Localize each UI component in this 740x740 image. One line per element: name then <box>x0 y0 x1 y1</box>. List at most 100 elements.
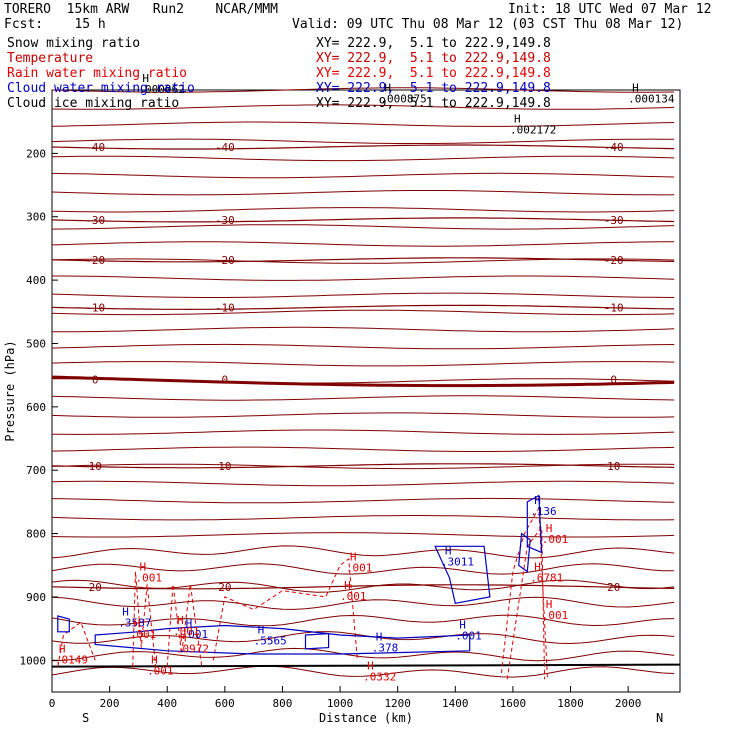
rain-contour <box>500 506 548 680</box>
isotherm-line <box>51 361 675 367</box>
isotherm-line <box>51 172 675 179</box>
x-tick-label: 1400 <box>442 697 469 710</box>
isotherm-line <box>51 207 675 213</box>
isotherm-line <box>51 480 675 487</box>
x-tick-label: 600 <box>215 697 235 710</box>
south-label: S <box>82 711 89 725</box>
x-tick-label: 1600 <box>500 697 527 710</box>
isotherm-label: -30 <box>215 214 235 227</box>
isotherm-labeled <box>51 584 675 590</box>
cloud-water-label: .001 <box>182 628 209 641</box>
cloud-water-label-max-marker: H <box>186 617 193 630</box>
isotherm-line <box>51 497 675 504</box>
isotherm-labeled <box>51 463 675 469</box>
cloud-ice-max-max-marker: H <box>142 72 149 85</box>
isotherm-label: -20 <box>604 254 624 267</box>
y-tick-label: 300 <box>26 211 46 224</box>
surface-line <box>51 663 681 668</box>
field-xy: XY= 222.9, 5.1 to 222.9,149.8 <box>316 51 551 66</box>
x-tick-label: 1000 <box>327 697 354 710</box>
rain-label-max-marker: H <box>177 614 184 627</box>
cloud-water-label: .5565 <box>254 634 287 647</box>
cloud-water-label-max-marker: H <box>445 544 452 557</box>
cloud-water-contours <box>57 494 543 655</box>
rain-label-max-marker: H <box>546 598 553 611</box>
isotherm-line <box>51 155 675 162</box>
isotherm-line <box>51 395 675 401</box>
rain-label-max-marker: H <box>344 579 351 592</box>
rain-label: .001 <box>130 628 157 641</box>
rain-label: .0972 <box>176 643 209 656</box>
rain-label: .001 <box>173 625 200 638</box>
north-label: N <box>656 711 663 725</box>
cloud-water-contour <box>304 633 330 650</box>
cloud-water-label-max-marker: H <box>122 606 129 619</box>
isotherm-label: -40 <box>604 141 624 154</box>
isotherm-line <box>51 121 675 127</box>
rain-contour <box>57 621 96 667</box>
isotherm-line <box>51 515 675 521</box>
field-xy: XY= 222.9, 5.1 to 222.9,149.8 <box>316 81 551 96</box>
isotherm-label: -10 <box>85 301 105 314</box>
cloud-ice-max-max-marker: H <box>384 82 391 95</box>
rain-label-max-marker: H <box>140 561 147 574</box>
isotherm-line <box>52 326 675 333</box>
isotherm-line <box>51 224 675 230</box>
init-time: Init: 18 UTC Wed 07 Mar 12 <box>508 2 712 17</box>
isotherm-labeled <box>51 257 675 263</box>
cloud-ice-max: .000875 <box>380 93 426 106</box>
isotherm-label: -10 <box>604 301 624 314</box>
isotherm-line <box>51 241 675 247</box>
isotherm-label: -10 <box>215 301 235 314</box>
cloud-ice-max: .002172 <box>510 124 556 137</box>
contour-labels: .000875H.000134H.002172H.000062H.3011H.1… <box>55 72 675 683</box>
rain-label: .6781 <box>530 572 563 585</box>
cloud-ice-max-max-marker: H <box>632 82 639 95</box>
isotherm-line <box>51 292 675 298</box>
rain-label-max-marker: H <box>350 551 357 564</box>
rain-label-max-marker: H <box>59 642 66 655</box>
x-tick-label: 1200 <box>384 697 411 710</box>
cloud-water-label-max-marker: H <box>258 623 265 636</box>
rain-label: .001 <box>136 572 163 585</box>
rain-label: .001 <box>542 609 569 622</box>
cloud-ice-max: .000062 <box>138 83 184 96</box>
isotherm-label: 0 <box>222 374 229 387</box>
isotherm-line <box>51 138 675 144</box>
rain-label: .001 <box>147 664 174 677</box>
y-axis-label: Pressure (hPa) <box>3 340 17 441</box>
model-title: TORERO 15km ARW Run2 NCAR/MMM <box>4 2 278 17</box>
rain-label-max-marker: H <box>534 561 541 574</box>
cloud-water-contour <box>57 615 70 633</box>
isotherm-line <box>51 563 675 575</box>
x-tick-label: 2000 <box>615 697 642 710</box>
isotherm-line <box>51 631 675 645</box>
isotherm-label: 20 <box>218 581 231 594</box>
x-tick-label: 800 <box>273 697 293 710</box>
rain-contour <box>506 525 546 680</box>
isotherm-labeled <box>51 217 675 223</box>
isotherm-label: -40 <box>215 141 235 154</box>
rain-label-max-marker: H <box>151 653 158 666</box>
field-xy: XY= 222.9, 5.1 to 222.9,149.8 <box>316 66 551 81</box>
isotherm-line <box>51 665 675 678</box>
cloud-water-label: .378 <box>372 641 399 654</box>
y-tick-label: 700 <box>26 464 46 477</box>
x-tick-label: 1800 <box>557 697 584 710</box>
x-tick-label: 200 <box>100 697 120 710</box>
cloud-water-contour <box>434 545 491 604</box>
x-axis-label: Distance (km) <box>319 711 413 725</box>
forecast-hour: Fcst: 15 h <box>4 17 106 32</box>
isotherm-labeled <box>51 304 675 311</box>
cloud-water-contour <box>94 624 471 655</box>
isotherm-labeled <box>51 375 675 388</box>
axes: 0 200 400 600 800 1000 1200 1400 1600 1800 2000200… <box>3 147 663 725</box>
isotherm-label: 20 <box>607 581 620 594</box>
cloud-ice-max-max-marker: H <box>514 113 521 126</box>
field-name: Rain water mixing ratio <box>7 66 188 81</box>
isotherm-label: 10 <box>89 460 102 473</box>
plot-frame <box>51 89 681 693</box>
isotherm-label: 20 <box>89 581 102 594</box>
y-tick-label: 400 <box>26 274 46 287</box>
isotherm-label: -40 <box>85 141 105 154</box>
